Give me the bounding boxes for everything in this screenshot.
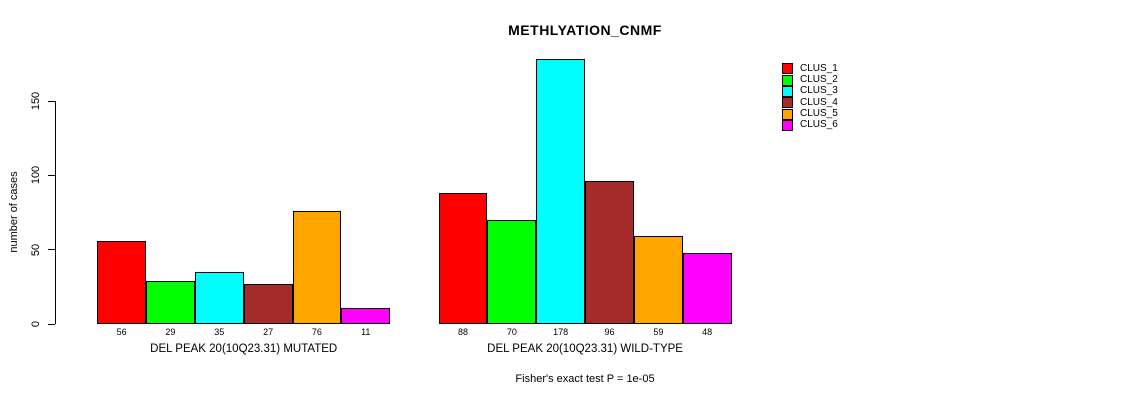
- bar-clus_3-group2: [536, 59, 586, 324]
- legend-label: CLUS_3: [800, 85, 838, 97]
- y-tick-label: 150: [30, 91, 42, 111]
- y-tick-label: 50: [30, 243, 42, 256]
- bar-clus_6-group1: [341, 307, 391, 324]
- legend-label: CLUS_6: [800, 119, 838, 131]
- legend-swatch: [782, 74, 793, 86]
- bar-value-label: 48: [702, 327, 713, 337]
- bar-value-label: 59: [653, 327, 664, 337]
- legend-item-clus_2: CLUS_2: [782, 74, 838, 86]
- bar-clus_4-group2: [585, 181, 634, 324]
- bar-value-label: 56: [116, 327, 127, 337]
- legend-label: CLUS_4: [800, 96, 838, 108]
- chart-title: METHLYATION_CNMF: [508, 22, 662, 38]
- legend-item-clus_5: CLUS_5: [782, 108, 838, 120]
- y-tick-mark: [48, 323, 55, 325]
- y-tick-mark: [48, 174, 55, 176]
- legend-swatch: [782, 119, 793, 131]
- annotation-text: Fisher's exact test P = 1e-05: [515, 373, 655, 385]
- y-tick-label: 100: [30, 166, 42, 185]
- legend-label: CLUS_2: [800, 74, 838, 86]
- x-axis-group-label: DEL PEAK 20(10Q23.31) WILD-TYPE: [487, 343, 683, 355]
- legend-swatch: [782, 97, 793, 109]
- bar-clus_2-group1: [146, 280, 195, 324]
- legend-swatch: [782, 85, 793, 97]
- bar-value-label: 27: [263, 327, 274, 337]
- bar-clus_5-group2: [633, 236, 683, 324]
- bar-value-label: 88: [458, 327, 469, 337]
- legend: CLUS_1 CLUS_2 CLUS_3 CLUS_4 CLUS_5 CLUS_6: [782, 63, 838, 131]
- legend-item-clus_4: CLUS_4: [782, 96, 838, 109]
- bar-clus_3-group1: [194, 271, 244, 324]
- y-tick-label: 0: [30, 320, 42, 328]
- y-axis-line: [55, 101, 56, 324]
- legend-item-clus_1: CLUS_1: [782, 62, 838, 75]
- bar-value-label: 178: [553, 327, 569, 337]
- bar-value-label: 35: [214, 327, 225, 337]
- bar-value-label: 11: [361, 327, 371, 337]
- legend-swatch: [782, 108, 793, 120]
- legend-item-clus_3: CLUS_3: [782, 85, 838, 97]
- bar-value-label: 76: [311, 327, 322, 337]
- bar-clus_2-group2: [487, 219, 537, 324]
- bar-clus_6-group2: [682, 252, 732, 324]
- bar-value-label: 70: [506, 327, 517, 337]
- bar-clus_4-group1: [243, 283, 293, 324]
- legend-label: CLUS_1: [800, 62, 838, 74]
- legend-item-clus_6: CLUS_6: [782, 119, 838, 131]
- legend-label: CLUS_5: [800, 108, 838, 120]
- legend-swatch: [782, 63, 793, 75]
- bar-clus_1-group1: [97, 240, 147, 324]
- y-tick-mark: [48, 100, 55, 102]
- bar-value-label: 29: [165, 327, 176, 337]
- bar-clus_5-group1: [292, 211, 342, 324]
- bar-value-label: 96: [604, 327, 615, 337]
- bar-clus_1-group2: [438, 193, 488, 324]
- y-axis-label: number of cases: [8, 171, 20, 253]
- x-axis-group-label: DEL PEAK 20(10Q23.31) MUTATED: [150, 343, 338, 355]
- y-tick-mark: [48, 249, 55, 251]
